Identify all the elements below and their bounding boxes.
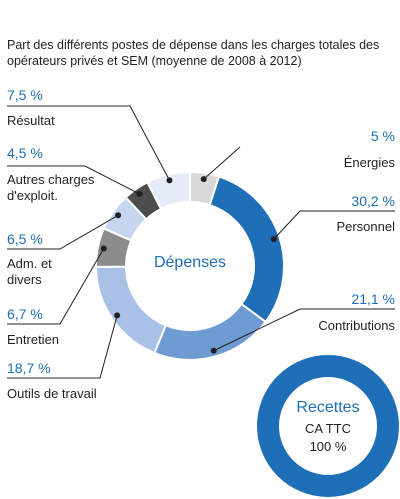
pct-contributions: 21,1 %	[351, 291, 395, 307]
donut-slices	[94, 170, 285, 361]
label-outils: Outils de travail	[7, 386, 97, 401]
pct-energies: 5 %	[370, 128, 395, 144]
slice-contributions	[153, 302, 267, 361]
leader-line-5	[7, 214, 119, 250]
label-contributions: Contributions	[318, 318, 395, 333]
leader-line-3	[7, 315, 118, 379]
leader-line-1	[273, 210, 395, 240]
label-personnel: Personnel	[336, 219, 395, 234]
leader-line-6	[7, 165, 140, 195]
leader-dot-3	[114, 312, 121, 319]
label-autres-charges: Autres charges d'exploit.	[7, 172, 95, 203]
pct-resultat: 7,5 %	[7, 87, 43, 103]
recettes-title: Recettes	[296, 399, 360, 416]
center-label: Dépenses	[153, 254, 227, 271]
recettes-value: 100 %	[309, 439, 347, 454]
slice-outils-de-travail	[94, 265, 168, 355]
chart-title: Part des différents postes de dépense da…	[7, 38, 380, 68]
label-resultat: Résultat	[7, 113, 55, 128]
leader-dot-7	[166, 177, 173, 184]
leader-dot-6	[136, 190, 143, 197]
pct-autres-charges: 4,5 %	[7, 145, 43, 161]
leader-dot-2	[210, 347, 217, 354]
recettes-donut-ring	[257, 355, 399, 497]
leader-lines	[7, 105, 395, 379]
leader-dot-4	[100, 245, 107, 252]
leader-dot-0	[200, 176, 207, 183]
pct-adm-divers: 6,5 %	[7, 231, 43, 247]
leader-line-7	[7, 105, 170, 181]
leader-dot-5	[115, 212, 122, 219]
label-energies: Énergies	[343, 155, 395, 170]
label-adm-divers: Adm. et divers	[7, 256, 52, 287]
pct-personnel: 30,2 %	[351, 193, 395, 209]
pct-outils: 18,7 %	[7, 360, 51, 376]
slice-résultat	[146, 170, 191, 211]
pct-entretien: 6,7 %	[7, 306, 43, 322]
slice-personnel	[208, 175, 285, 324]
leader-line-2	[213, 308, 395, 352]
leader-line-0	[203, 146, 241, 180]
label-entretien: Entretien	[7, 332, 60, 347]
leader-line-4	[7, 248, 105, 325]
recettes-ca-ttc: CA TTC	[305, 421, 351, 436]
leader-dot-1	[270, 236, 277, 243]
